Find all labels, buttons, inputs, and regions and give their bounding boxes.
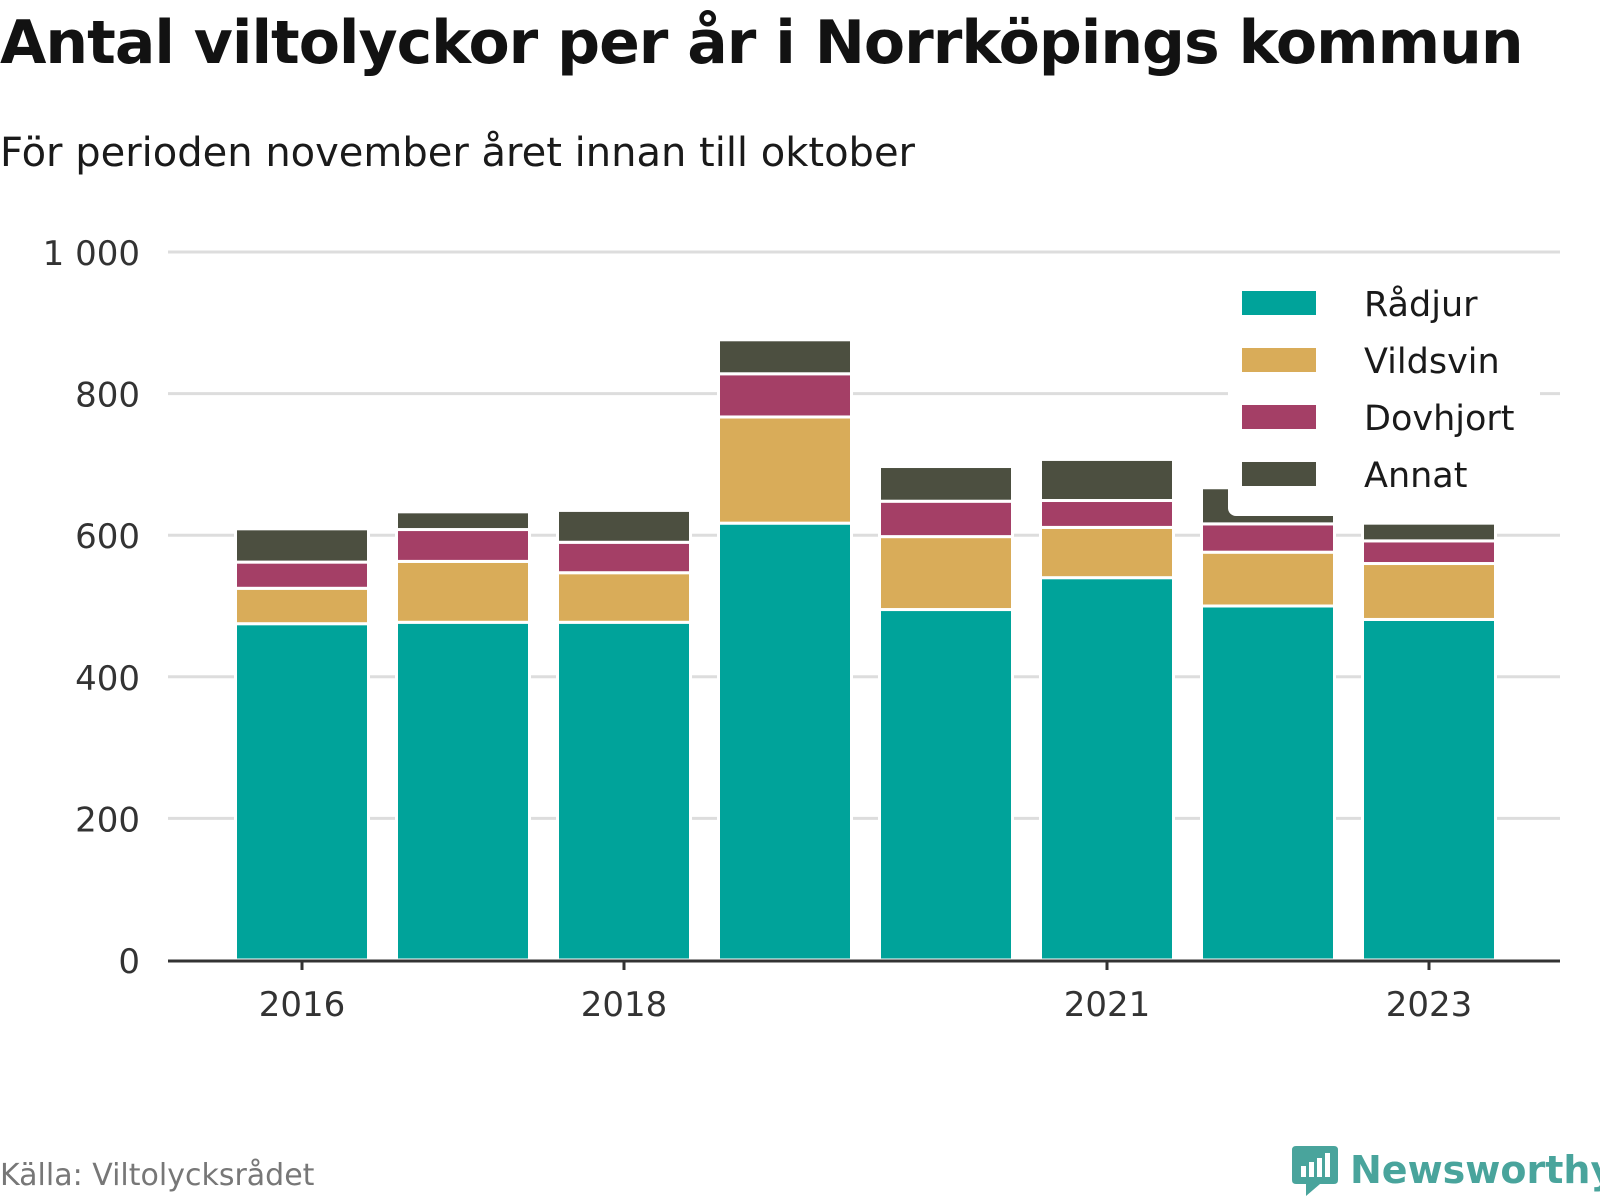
bar-segment [1361,521,1497,543]
x-tick-label: 2018 [581,985,668,1025]
bar-segment [878,499,1014,539]
bar-segment [1361,617,1497,962]
bar-segment [1039,457,1175,503]
y-tick-label: 400 [75,659,140,699]
y-tick-label: 1 000 [43,234,140,274]
legend-label: Vildsvin [1364,342,1500,382]
bar-segment [1039,525,1175,580]
bar-segment [878,535,1014,612]
bar-segment [1361,562,1497,621]
bar-segment [556,571,692,624]
y-tick-label: 200 [75,800,140,840]
legend-label: Rådjur [1364,284,1478,325]
legend-background [1228,264,1540,516]
stacked-bar-chart: 0 200 400 600 800 1 000 2016 2018 2021 2023 Rådjur… [43,234,1560,1025]
legend-label: Dovhjort [1364,399,1515,439]
legend-swatch [1242,291,1316,315]
bar-segment [395,528,531,563]
legend-swatch [1242,462,1316,486]
bar-segment [395,510,531,532]
y-tick-label: 0 [118,942,140,982]
brand-logo: Newsworthy [1290,1142,1600,1198]
bar-segment [395,620,531,962]
bar-segment [717,521,853,962]
bar-segment [234,527,370,564]
bar-segment [717,338,853,376]
x-tick-label: 2023 [1386,985,1473,1025]
bar-segment [1200,522,1336,554]
bar-segment [556,620,692,962]
bar-segment [1039,576,1175,962]
bar-segment [234,560,370,590]
bar-segment [556,508,692,544]
x-tick-label: 2016 [259,985,346,1025]
bar-segment [234,622,370,962]
source-note: Källa: Viltolycksrådet [0,1158,315,1193]
newsworthy-logo-icon [1292,1146,1338,1196]
legend-swatch [1242,405,1316,429]
x-tick-label: 2021 [1064,985,1151,1025]
bar-segment [395,559,531,624]
legend-label: Annat [1364,456,1467,496]
bar-segment [878,608,1014,962]
chart-title: Antal viltolyckor per år i Norrköpings k… [0,8,1524,78]
brand-name: Newsworthy [1350,1148,1600,1192]
bar-segment [234,586,370,626]
bar-segment [556,540,692,575]
bar-segment [717,372,853,419]
bar-segment [717,415,853,525]
legend-swatch [1242,348,1316,372]
y-tick-label: 600 [75,517,140,557]
chart-subtitle: För perioden november året innan till ok… [0,130,915,176]
bar-segment [1039,499,1175,529]
bar-segment [1200,550,1336,608]
bar-segment [1361,539,1497,566]
bar-segment [878,465,1014,503]
y-tick-label: 800 [75,376,140,416]
bar-segment [1200,604,1336,962]
